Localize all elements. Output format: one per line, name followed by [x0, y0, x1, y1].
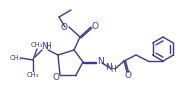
Text: N: N [106, 62, 112, 71]
Text: H: H [45, 41, 51, 50]
Text: O: O [61, 22, 68, 31]
Text: CH₃: CH₃ [27, 72, 39, 78]
Text: CH₃: CH₃ [10, 55, 22, 61]
Text: O: O [92, 21, 99, 30]
Text: CH₃: CH₃ [31, 42, 43, 48]
Text: N: N [41, 41, 47, 50]
Text: H: H [110, 66, 116, 75]
Text: O: O [125, 71, 132, 80]
Text: N: N [97, 58, 103, 67]
Text: O: O [53, 73, 60, 82]
